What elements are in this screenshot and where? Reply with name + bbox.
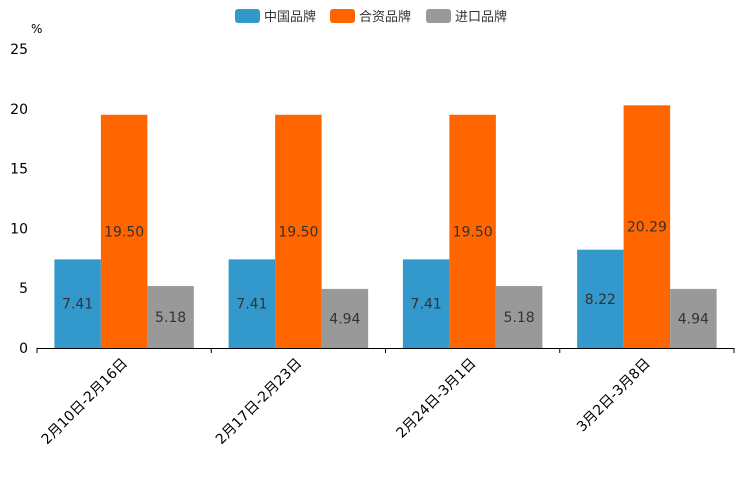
data-label-s2-c3: 4.94 xyxy=(678,311,709,327)
data-labels: 7.41 19.50 5.18 7.41 19.50 4.94 7.41 19.50 5.18 8… xyxy=(62,220,709,328)
y-axis: 0 5 10 15 20 25 xyxy=(10,42,28,357)
x-axis: 2月10日-2月16日 2月17日-2月23日 2月24日-3月1日 3月2日-3月8… xyxy=(36,348,735,448)
y-tick-label-4: 20 xyxy=(10,102,28,118)
legend-label-0: 中国品牌 xyxy=(264,9,316,25)
bar-s2-c0 xyxy=(147,286,194,348)
legend-swatch-2 xyxy=(426,9,451,23)
data-label-s2-c1: 4.94 xyxy=(329,311,360,327)
y-axis-unit-label: % xyxy=(31,22,42,36)
data-label-s0-c2: 7.41 xyxy=(411,297,442,313)
data-label-s0-c1: 7.41 xyxy=(236,297,267,313)
data-label-s0-c0: 7.41 xyxy=(62,297,93,313)
x-tick-label-0: 2月10日-2月16日 xyxy=(39,356,131,448)
bar-s0-c2 xyxy=(402,259,450,348)
bar-s0-c3 xyxy=(577,249,624,348)
y-tick-label-2: 10 xyxy=(10,221,28,237)
x-tick-label-3: 3月2日-3月8日 xyxy=(574,356,654,436)
data-label-s1-c2: 19.50 xyxy=(453,224,493,240)
data-label-s1-c0: 19.50 xyxy=(104,224,144,240)
bar-s1-c3 xyxy=(623,105,671,348)
bar-s1-c0 xyxy=(100,114,148,348)
y-tick-label-0: 0 xyxy=(19,341,28,357)
bar-s2-c2 xyxy=(495,286,543,348)
bar-s1-c1 xyxy=(275,114,322,348)
y-tick-label-5: 25 xyxy=(10,42,28,58)
legend-swatch-0 xyxy=(235,9,260,23)
legend: 中国品牌 合资品牌 进口品牌 xyxy=(235,9,507,25)
x-tick-label-1: 2月17日-2月23日 xyxy=(213,356,305,448)
x-tick-label-2: 2月24日-3月1日 xyxy=(393,356,479,442)
bars xyxy=(54,105,717,348)
data-label-s1-c1: 19.50 xyxy=(278,224,318,240)
bar-s0-c1 xyxy=(228,259,276,348)
legend-label-2: 进口品牌 xyxy=(455,9,507,25)
bar-s1-c2 xyxy=(449,114,496,348)
legend-label-1: 合资品牌 xyxy=(359,9,411,25)
bar-s2-c1 xyxy=(321,288,369,348)
data-label-s1-c3: 20.29 xyxy=(627,220,667,236)
y-tick-label-1: 5 xyxy=(19,281,28,297)
bar-s0-c0 xyxy=(54,259,101,348)
bar-s2-c3 xyxy=(670,288,717,348)
legend-swatch-1 xyxy=(330,9,355,23)
data-label-s0-c3: 8.22 xyxy=(585,292,616,308)
data-label-s2-c2: 5.18 xyxy=(504,310,535,326)
y-tick-label-3: 15 xyxy=(10,162,28,178)
data-label-s2-c0: 5.18 xyxy=(155,310,186,326)
